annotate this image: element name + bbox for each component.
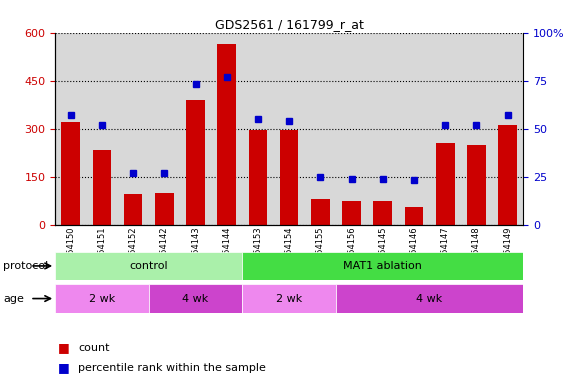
Bar: [242, 252, 523, 280]
Text: control: control: [129, 261, 168, 271]
Text: percentile rank within the sample: percentile rank within the sample: [78, 363, 266, 373]
Bar: [155, 193, 173, 225]
Bar: [55, 252, 242, 280]
Bar: [467, 145, 485, 225]
Text: 2 wk: 2 wk: [276, 293, 302, 304]
Bar: [55, 284, 148, 313]
Bar: [124, 194, 143, 225]
Text: 2 wk: 2 wk: [89, 293, 115, 304]
Bar: [405, 207, 423, 225]
Bar: [93, 151, 111, 225]
Bar: [186, 100, 205, 225]
Text: 4 wk: 4 wk: [416, 293, 443, 304]
Bar: [280, 130, 299, 225]
Text: protocol: protocol: [3, 261, 48, 271]
Bar: [311, 199, 329, 225]
Bar: [218, 44, 236, 225]
Bar: [498, 126, 517, 225]
Bar: [342, 201, 361, 225]
Bar: [242, 284, 336, 313]
Bar: [148, 284, 242, 313]
Text: ■: ■: [58, 341, 70, 354]
Bar: [374, 201, 392, 225]
Bar: [61, 122, 80, 225]
Text: age: age: [3, 293, 24, 304]
Title: GDS2561 / 161799_r_at: GDS2561 / 161799_r_at: [215, 18, 364, 31]
Bar: [336, 284, 523, 313]
Text: ■: ■: [58, 361, 70, 374]
Bar: [436, 143, 455, 225]
Bar: [249, 130, 267, 225]
Text: 4 wk: 4 wk: [182, 293, 209, 304]
Text: count: count: [78, 343, 110, 353]
Text: MAT1 ablation: MAT1 ablation: [343, 261, 422, 271]
